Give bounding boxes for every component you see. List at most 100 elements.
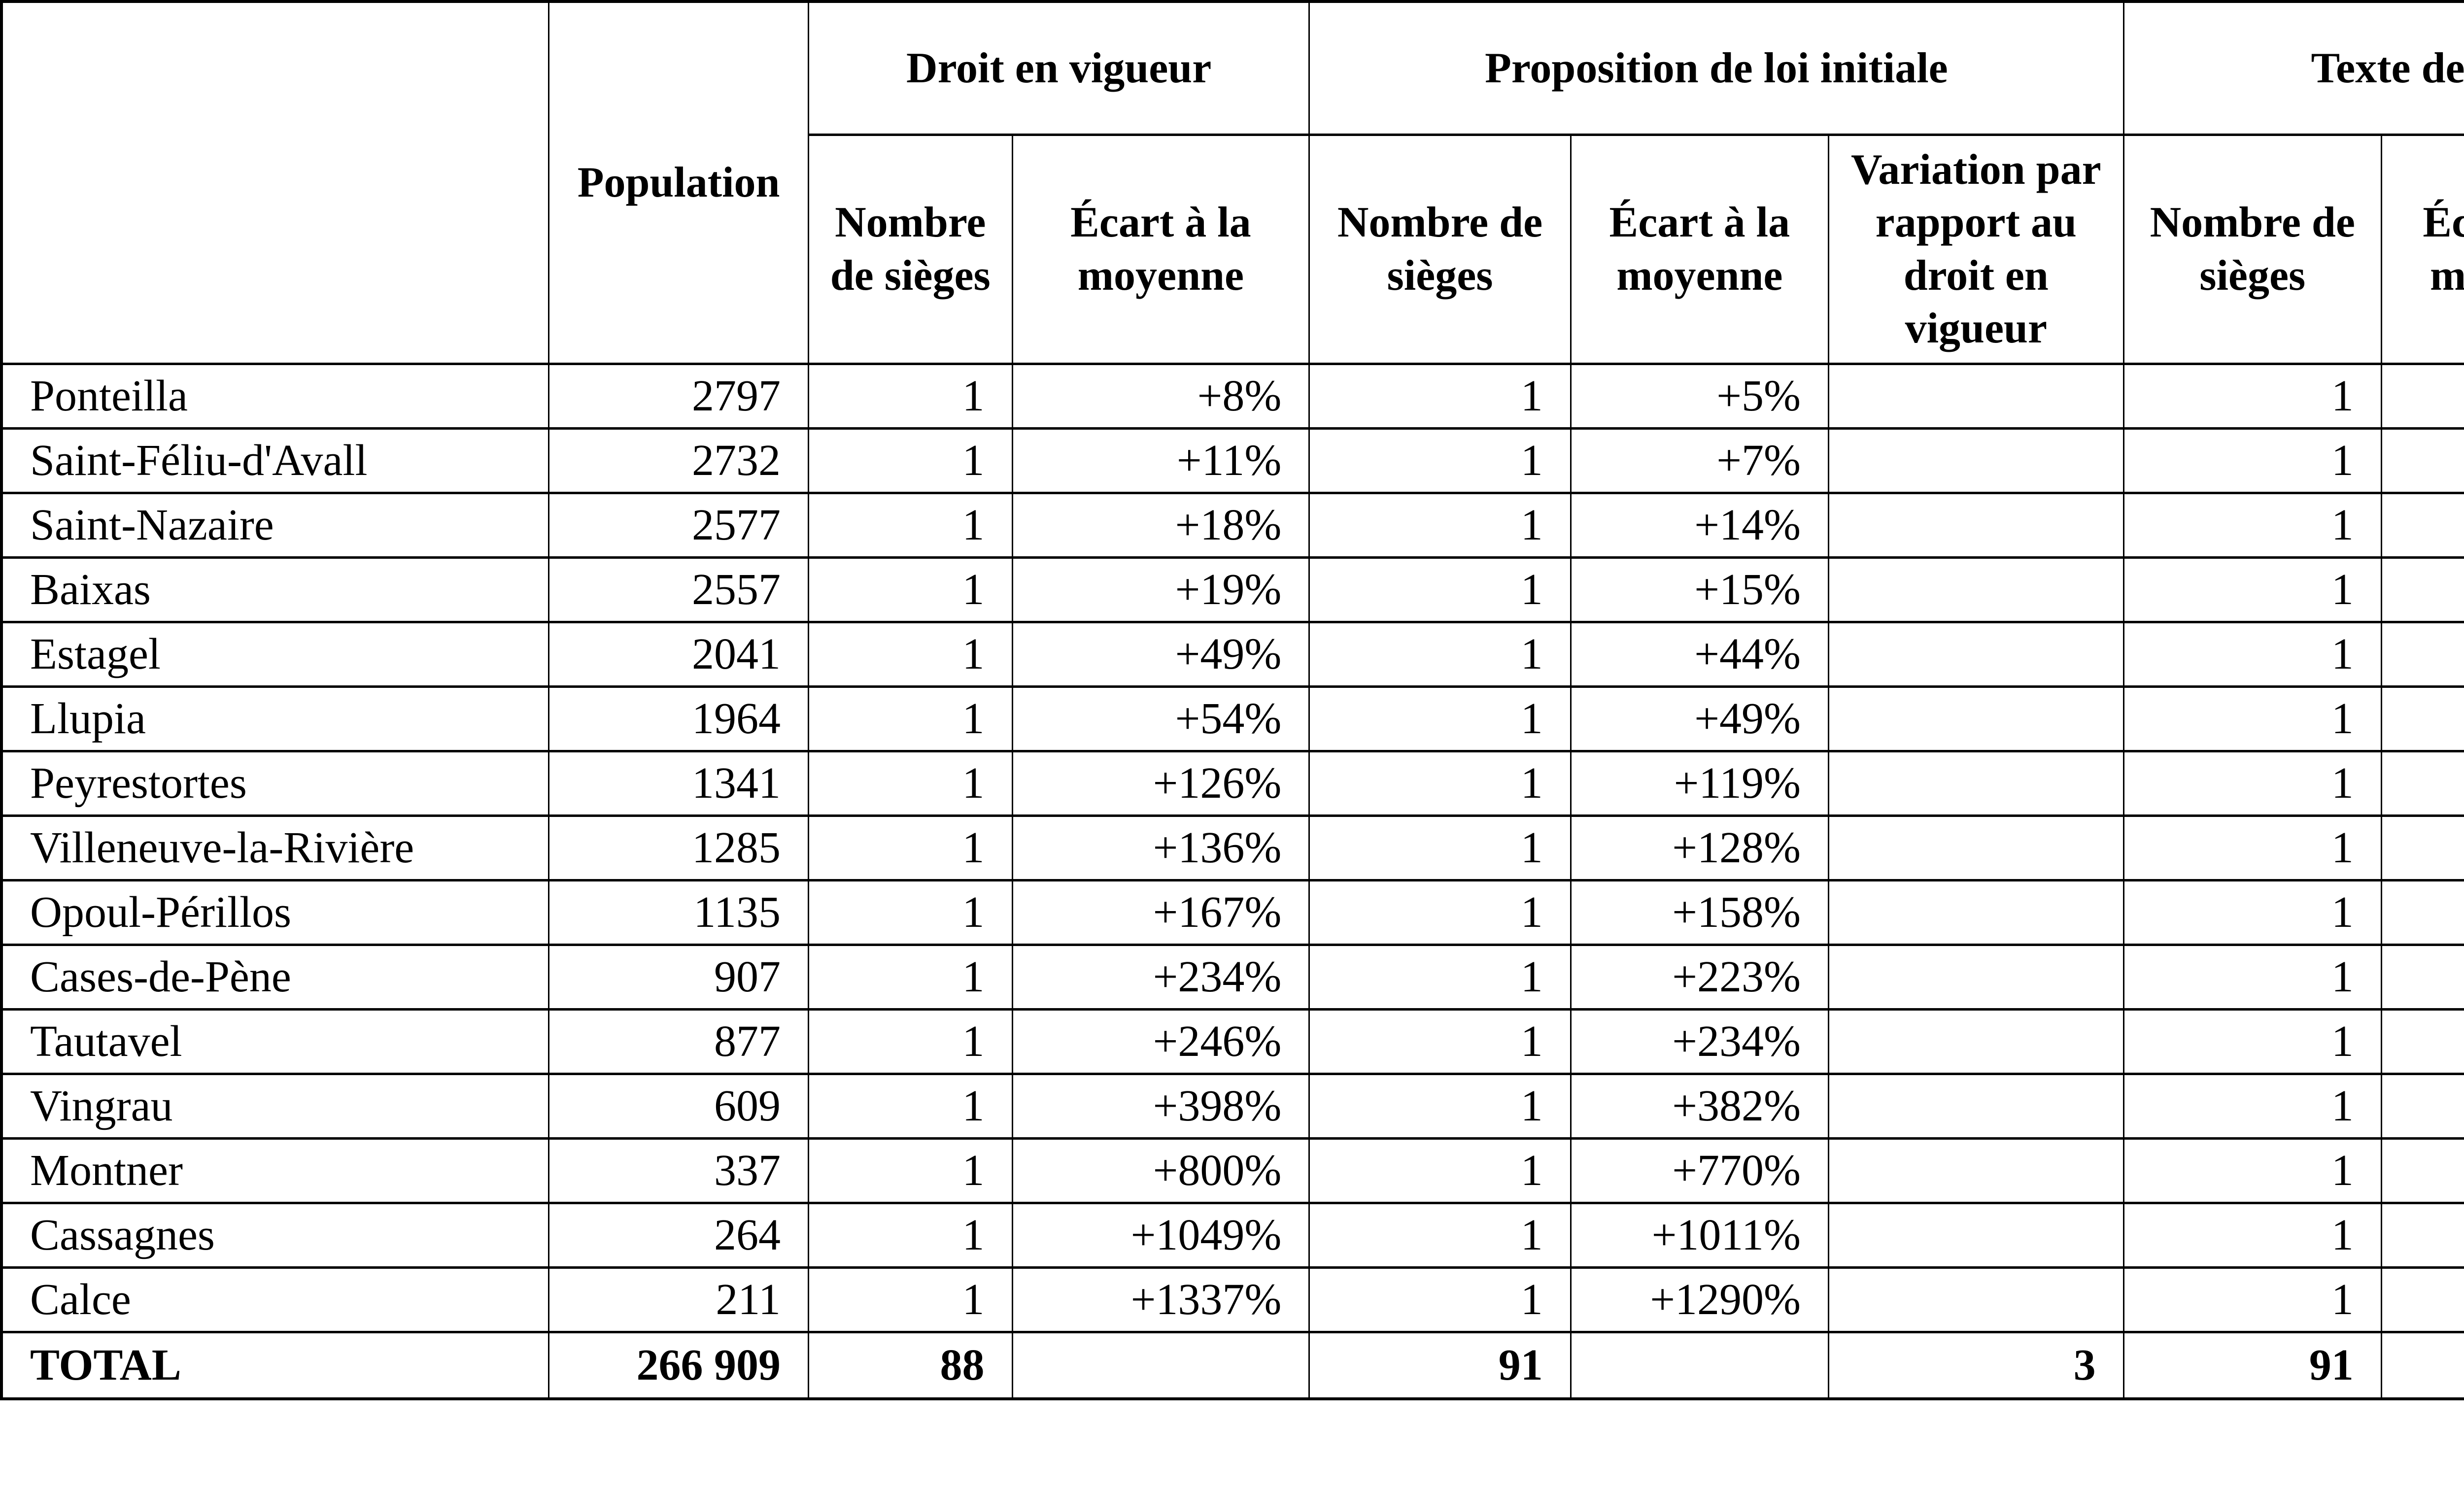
- com-sieges-cell: 1: [2122, 1266, 2382, 1333]
- pli-variation-cell: [1827, 814, 2124, 881]
- subheader-pli-nombre-sieges: Nombre de sièges: [1308, 133, 1572, 365]
- population-cell: 2557: [548, 556, 809, 623]
- dev-ecart-cell: +398%: [1011, 1072, 1310, 1140]
- total-pli-sieges-cell: 91: [1308, 1330, 1572, 1400]
- population-header: Population: [548, 0, 809, 365]
- pli-sieges-cell: 1: [1308, 1008, 1572, 1075]
- com-sieges-cell: 1: [2122, 556, 2382, 623]
- population-cell: 609: [548, 1072, 809, 1140]
- com-sieges-cell: 1: [2122, 620, 2382, 688]
- pli-variation-cell: [1827, 1137, 2124, 1204]
- com-ecart-cell: +128%: [2380, 814, 2464, 881]
- total-population-cell: 266 909: [548, 1330, 809, 1400]
- pli-sieges-cell: 1: [1308, 943, 1572, 1011]
- total-row: TOTAL 266 909 88 91 3 91 3: [0, 1330, 2464, 1400]
- dev-sieges-cell: 1: [808, 491, 1013, 559]
- commune-name-cell: Cases-de-Pène: [0, 943, 550, 1011]
- com-sieges-cell: 1: [2122, 943, 2382, 1011]
- pli-ecart-cell: +1290%: [1570, 1266, 1829, 1333]
- com-sieges-cell: 1: [2122, 1137, 2382, 1204]
- dev-sieges-cell: 1: [808, 1072, 1013, 1140]
- commune-name-cell: Llupia: [0, 685, 550, 752]
- pli-sieges-cell: 1: [1308, 620, 1572, 688]
- com-sieges-cell: 1: [2122, 1008, 2382, 1075]
- dev-ecart-cell: +126%: [1011, 749, 1310, 817]
- group-header-proposition-loi-initiale: Proposition de loi initiale: [1308, 0, 2124, 136]
- pli-variation-cell: [1827, 1266, 2124, 1333]
- commune-name-cell: Vingrau: [0, 1072, 550, 1140]
- pli-ecart-cell: +44%: [1570, 620, 1829, 688]
- pli-ecart-cell: +119%: [1570, 749, 1829, 817]
- com-ecart-cell: +14%: [2380, 491, 2464, 559]
- total-pli-variation-cell: 3: [1827, 1330, 2124, 1400]
- pli-ecart-cell: +128%: [1570, 814, 1829, 881]
- subheader-dev-ecart-moyenne: Écart à la moyenne: [1011, 133, 1310, 365]
- pli-sieges-cell: 1: [1308, 362, 1572, 430]
- com-sieges-cell: 1: [2122, 879, 2382, 946]
- com-sieges-cell: 1: [2122, 1201, 2382, 1269]
- dev-ecart-cell: +1049%: [1011, 1201, 1310, 1269]
- com-sieges-cell: 1: [2122, 1072, 2382, 1140]
- population-cell: 2797: [548, 362, 809, 430]
- dev-sieges-cell: 1: [808, 362, 1013, 430]
- population-cell: 2577: [548, 491, 809, 559]
- commune-name-cell: Estagel: [0, 620, 550, 688]
- pli-variation-cell: [1827, 879, 2124, 946]
- subheader-com-ecart-moyenne: Écart à la moyenne: [2380, 133, 2464, 365]
- population-cell: 877: [548, 1008, 809, 1075]
- com-sieges-cell: 1: [2122, 427, 2382, 494]
- com-ecart-cell: +158%: [2380, 879, 2464, 946]
- commune-name-cell: Opoul-Périllos: [0, 879, 550, 946]
- dev-sieges-cell: 1: [808, 1266, 1013, 1333]
- subheader-pli-ecart-moyenne: Écart à la moyenne: [1570, 133, 1829, 365]
- dev-ecart-cell: +1337%: [1011, 1266, 1310, 1333]
- dev-sieges-cell: 1: [808, 427, 1013, 494]
- dev-sieges-cell: 1: [808, 749, 1013, 817]
- seat-allocation-table: Population Droit en vigueur Proposition …: [0, 0, 2464, 1400]
- com-ecart-cell: +49%: [2380, 685, 2464, 752]
- pli-variation-cell: [1827, 1072, 2124, 1140]
- dev-ecart-cell: +167%: [1011, 879, 1310, 946]
- total-label-cell: TOTAL: [0, 1330, 550, 1400]
- com-ecart-cell: +44%: [2380, 620, 2464, 688]
- pli-variation-cell: [1827, 749, 2124, 817]
- dev-ecart-cell: +136%: [1011, 814, 1310, 881]
- corner-cell: [0, 0, 550, 365]
- pli-ecart-cell: +15%: [1570, 556, 1829, 623]
- dev-ecart-cell: +49%: [1011, 620, 1310, 688]
- dev-sieges-cell: 1: [808, 1008, 1013, 1075]
- com-ecart-cell: +382%: [2380, 1072, 2464, 1140]
- table-row: Villeneuve-la-Rivière12851+136%1+128%1+1…: [0, 814, 2464, 881]
- com-ecart-cell: +1011%: [2380, 1201, 2464, 1269]
- pli-variation-cell: [1827, 427, 2124, 494]
- dev-ecart-cell: +19%: [1011, 556, 1310, 623]
- group-header-droit-en-vigueur: Droit en vigueur: [807, 0, 1310, 136]
- pli-ecart-cell: +158%: [1570, 879, 1829, 946]
- population-cell: 211: [548, 1266, 809, 1333]
- population-cell: 337: [548, 1137, 809, 1204]
- total-dev-sieges-cell: 88: [808, 1330, 1013, 1400]
- dev-sieges-cell: 1: [808, 1137, 1013, 1204]
- com-sieges-cell: 1: [2122, 749, 2382, 817]
- population-cell: 1135: [548, 879, 809, 946]
- com-ecart-cell: +5%: [2380, 362, 2464, 430]
- pli-variation-cell: [1827, 491, 2124, 559]
- population-cell: 1341: [548, 749, 809, 817]
- com-sieges-cell: 1: [2122, 362, 2382, 430]
- pli-variation-cell: [1827, 685, 2124, 752]
- dev-ecart-cell: +800%: [1011, 1137, 1310, 1204]
- pli-variation-cell: [1827, 1008, 2124, 1075]
- com-sieges-cell: 1: [2122, 685, 2382, 752]
- dev-ecart-cell: +11%: [1011, 427, 1310, 494]
- total-pli-ecart-cell: [1570, 1330, 1829, 1400]
- population-cell: 264: [548, 1201, 809, 1269]
- subheader-com-nombre-sieges: Nombre de sièges: [2122, 133, 2382, 365]
- population-cell: 1964: [548, 685, 809, 752]
